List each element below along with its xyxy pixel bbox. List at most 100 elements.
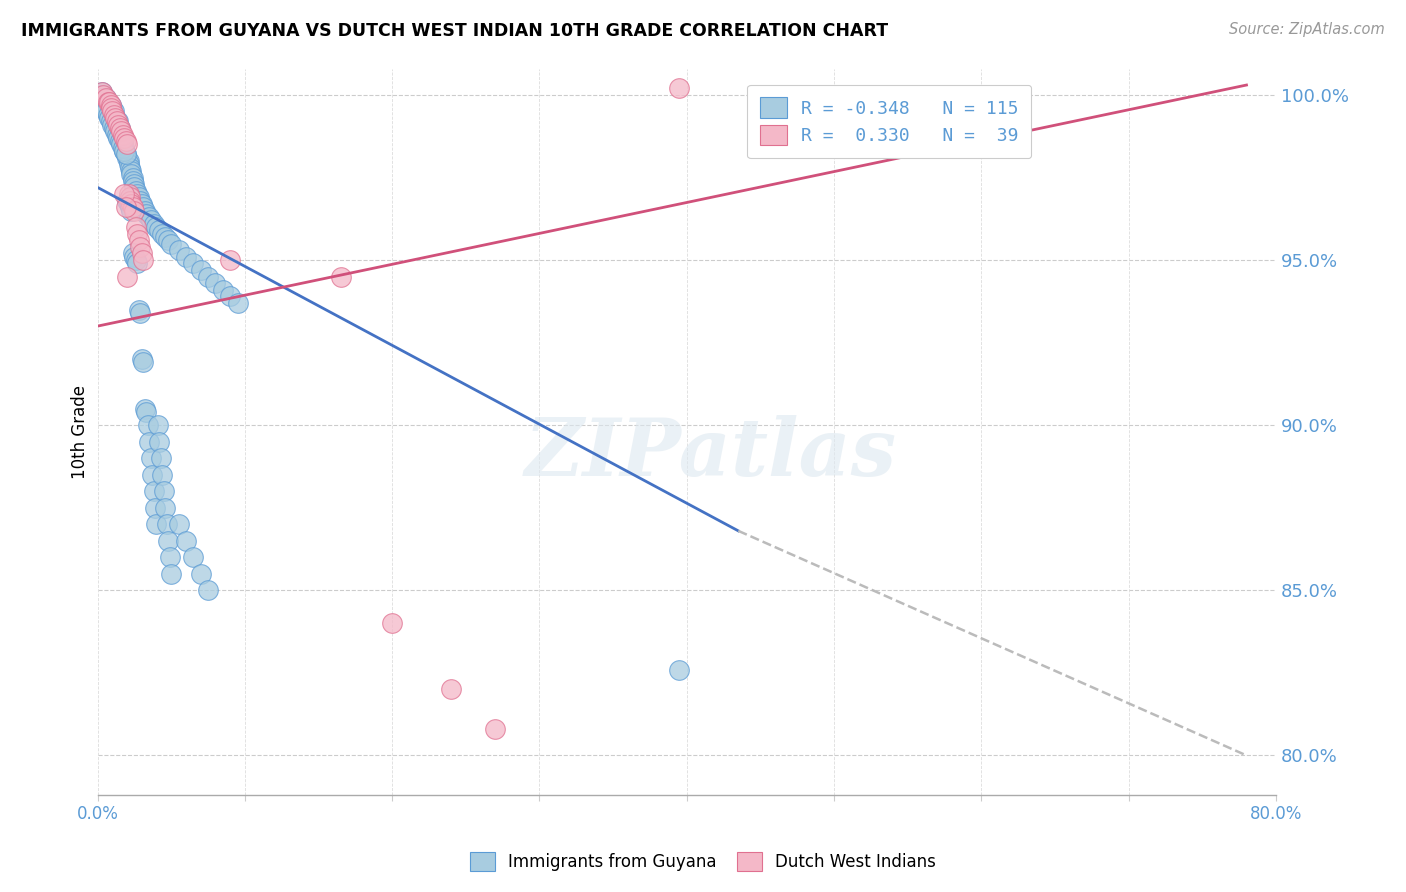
Y-axis label: 10th Grade: 10th Grade <box>72 384 89 479</box>
Point <box>103 104 125 119</box>
Point <box>120 203 142 218</box>
Point <box>142 217 165 231</box>
Point <box>100 114 122 128</box>
Point <box>114 134 136 148</box>
Point <box>105 114 128 128</box>
Point <box>91 87 114 102</box>
Point <box>96 91 118 105</box>
Point <box>105 128 128 142</box>
Point <box>155 230 177 244</box>
Point <box>91 85 114 99</box>
Point <box>93 87 115 102</box>
Point <box>112 187 135 202</box>
Point <box>97 95 120 109</box>
Point <box>103 120 125 135</box>
Point <box>117 157 139 171</box>
Point <box>145 517 167 532</box>
Point <box>107 114 129 128</box>
Point <box>104 111 127 125</box>
Point <box>125 184 148 198</box>
Point <box>100 98 122 112</box>
Point <box>120 197 142 211</box>
Point <box>115 151 138 165</box>
Point <box>145 220 167 235</box>
Point <box>124 180 146 194</box>
Point <box>96 104 118 119</box>
Point <box>197 583 219 598</box>
Point <box>160 236 183 251</box>
Point <box>115 194 138 208</box>
Point <box>110 128 132 142</box>
Point <box>668 663 690 677</box>
Point <box>120 164 142 178</box>
Point <box>134 203 156 218</box>
Point <box>129 306 152 320</box>
Point <box>122 170 145 185</box>
Point <box>107 118 129 132</box>
Point <box>103 108 125 122</box>
Point <box>115 269 138 284</box>
Point <box>135 405 157 419</box>
Point <box>118 194 141 208</box>
Point <box>115 137 138 152</box>
Point <box>153 484 176 499</box>
Point <box>118 161 141 175</box>
Legend: R = -0.348   N = 115, R =  0.330   N =  39: R = -0.348 N = 115, R = 0.330 N = 39 <box>747 85 1031 158</box>
Text: Source: ZipAtlas.com: Source: ZipAtlas.com <box>1229 22 1385 37</box>
Point <box>157 533 180 548</box>
Point <box>108 124 131 138</box>
Point <box>381 616 404 631</box>
Point <box>114 200 136 214</box>
Point <box>129 194 152 208</box>
Point <box>139 213 162 227</box>
Point <box>150 227 173 241</box>
Point <box>329 269 352 284</box>
Point <box>219 289 242 303</box>
Point <box>127 187 149 202</box>
Point <box>141 467 163 482</box>
Point <box>167 517 190 532</box>
Point <box>149 451 172 466</box>
Point <box>117 187 139 202</box>
Point <box>190 263 212 277</box>
Point <box>204 276 226 290</box>
Point <box>117 197 139 211</box>
Point <box>98 111 121 125</box>
Point <box>117 153 139 168</box>
Point <box>157 233 180 247</box>
Point <box>138 210 160 224</box>
Point <box>139 451 162 466</box>
Point <box>96 91 118 105</box>
Point <box>110 137 132 152</box>
Point <box>136 418 159 433</box>
Point <box>190 566 212 581</box>
Point <box>104 111 127 125</box>
Point <box>118 190 141 204</box>
Point <box>132 200 155 214</box>
Point <box>101 104 124 119</box>
Point <box>111 141 134 155</box>
Point <box>110 131 132 145</box>
Point <box>150 467 173 482</box>
Point <box>100 98 122 112</box>
Point <box>146 418 169 433</box>
Point <box>94 101 117 115</box>
Point <box>91 85 114 99</box>
Point <box>127 227 149 241</box>
Point <box>103 108 125 122</box>
Point <box>226 296 249 310</box>
Point <box>138 434 160 449</box>
Point <box>104 124 127 138</box>
Point <box>155 500 177 515</box>
Point <box>108 120 131 135</box>
Point <box>114 147 136 161</box>
Point <box>135 207 157 221</box>
Point <box>159 550 181 565</box>
Point <box>127 256 149 270</box>
Point <box>124 203 146 218</box>
Point <box>440 682 463 697</box>
Point <box>100 101 122 115</box>
Point <box>484 722 506 736</box>
Point <box>156 517 179 532</box>
Point <box>124 250 146 264</box>
